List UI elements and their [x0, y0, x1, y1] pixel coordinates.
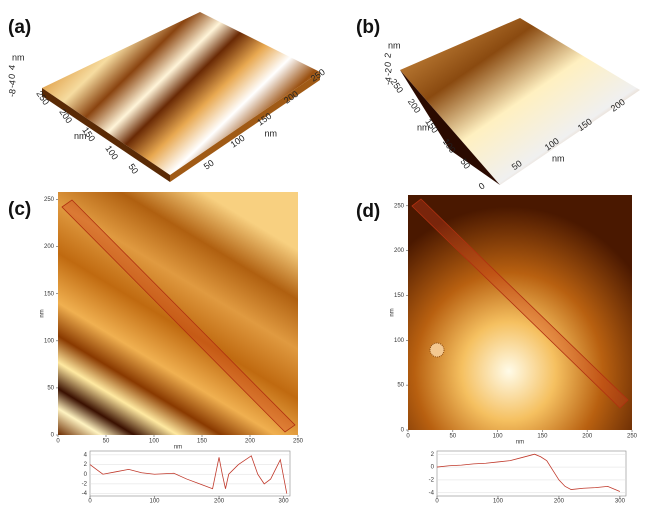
y-tick-label: -4 [429, 490, 435, 496]
x-tick-label: 150 [537, 434, 548, 440]
z-tick-label: 0 [382, 61, 393, 68]
y-tick-label: 2 [84, 462, 88, 468]
z-tick-label: -4 [6, 79, 17, 89]
x-axis-label: nm [516, 440, 524, 446]
x-tick-label: 0 [406, 434, 410, 440]
y-tick-label: 150 [44, 291, 55, 297]
y-tick-label: 250 [394, 203, 405, 209]
z-unit: nm [388, 40, 401, 50]
x-tick-label: 250 [293, 439, 304, 445]
z-tick-label: 4 [6, 64, 17, 71]
page: {"panels":[ {"label":"(a)","z_unit":"nm"… [0, 0, 648, 507]
afm-3d-surface [400, 18, 640, 185]
panel-label: (d) [356, 201, 380, 222]
x-tick-label: 100 [493, 434, 504, 440]
panel-label: (b) [356, 17, 380, 38]
x-tick-label: 200 [245, 439, 256, 445]
profile-frame [90, 451, 290, 496]
x-tick-label: 100 [149, 439, 160, 445]
profile-frame [437, 451, 626, 496]
y-tick-label: 150 [394, 293, 405, 299]
y-tick-label: 50 [397, 383, 404, 389]
figure: (a) (b) (c) (d) 40-4-8nm25020015010050nm… [0, 0, 648, 507]
y-unit: nm [552, 153, 565, 163]
y-tick-label: 0 [477, 181, 487, 192]
y-tick-label: 0 [401, 428, 405, 434]
x-tick-label: 200 [554, 499, 565, 505]
x-tick-label: 0 [56, 439, 60, 445]
y-axis-label: nm [40, 309, 46, 317]
y-tick-label: 50 [202, 158, 216, 172]
x-tick-label: 50 [449, 434, 456, 440]
z-tick-label: 0 [6, 73, 17, 80]
y-tick-label: -4 [82, 491, 88, 497]
y-tick-label: 200 [44, 244, 55, 250]
y-tick-label: -2 [82, 481, 88, 487]
x-tick-label: 50 [126, 162, 140, 176]
x-tick-label: 0 [435, 499, 439, 505]
y-tick-label: 0 [51, 433, 55, 439]
panel-label: (a) [8, 17, 31, 38]
z-tick-label: -8 [6, 88, 17, 98]
y-tick-label: 100 [44, 338, 55, 344]
x-tick-label: 150 [197, 439, 208, 445]
y-tick-label: 0 [84, 472, 88, 478]
y-tick-label: -2 [429, 478, 435, 484]
x-tick-label: 200 [214, 499, 225, 505]
x-tick-label: 300 [279, 499, 290, 505]
x-tick-label: 0 [88, 499, 92, 505]
x-tick-label: 100 [493, 499, 504, 505]
particle [430, 343, 444, 357]
y-axis-label: nm [390, 308, 396, 316]
z-tick-label: -2 [382, 67, 393, 77]
y-unit: nm [265, 128, 278, 138]
y-tick-label: 200 [394, 248, 405, 254]
x-tick-label: 250 [627, 434, 638, 440]
afm-3d-surface [42, 12, 320, 175]
x-tick-label: 200 [582, 434, 593, 440]
x-unit: nm [417, 122, 430, 132]
y-tick-label: 100 [394, 338, 405, 344]
y-tick-label: 2 [431, 452, 435, 458]
x-axis-label: nm [174, 445, 182, 451]
z-unit: nm [12, 52, 25, 62]
y-tick-label: 0 [431, 465, 435, 471]
x-tick-label: 300 [615, 499, 626, 505]
x-unit: nm [74, 131, 87, 141]
x-tick-label: 100 [150, 499, 161, 505]
z-tick-label: 2 [382, 52, 393, 59]
y-tick-label: 4 [84, 452, 88, 458]
panel-label: (c) [8, 199, 31, 220]
y-tick-label: 250 [44, 197, 55, 203]
y-tick-label: 50 [47, 385, 54, 391]
x-tick-label: 50 [103, 439, 110, 445]
